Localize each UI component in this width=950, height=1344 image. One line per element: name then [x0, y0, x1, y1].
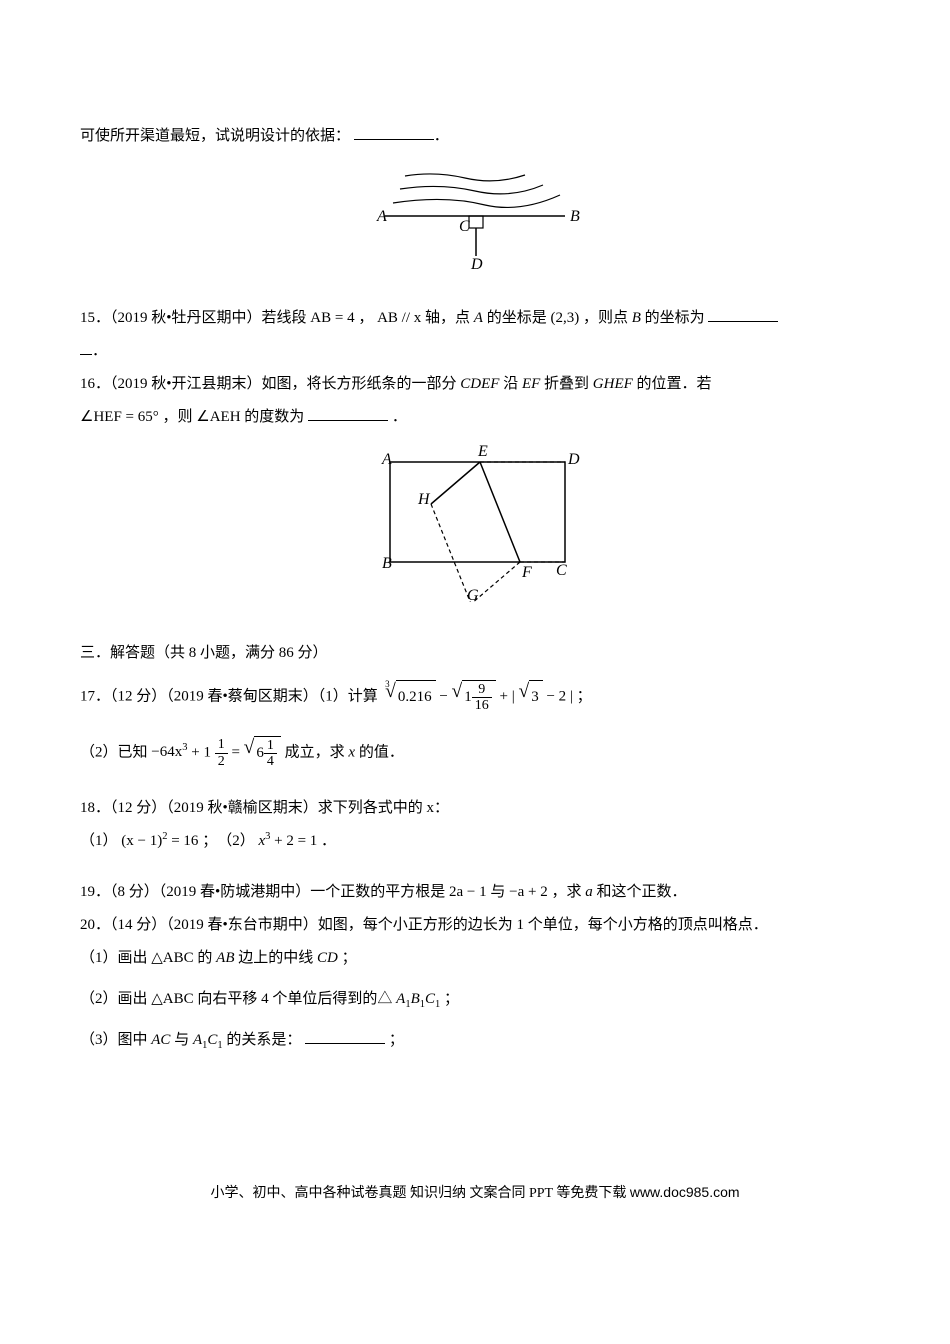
q19-e2: −a + 2: [509, 884, 548, 900]
q16-angle: ∠HEF = 65°: [80, 409, 159, 425]
q17-prefix: 17．（12 分）（2019 春•蔡甸区期末）（1）计算: [80, 688, 382, 704]
q20-p1: （1）画出 △ABC 的 AB 边上的中线 CD ；: [80, 942, 870, 975]
q16-l2b: ，则: [163, 409, 197, 425]
q18-line1: 18．（12 分）（2019 秋•赣榆区期末）求下列各式中的 x：: [80, 792, 870, 825]
page-footer: 小学、初中、高中各种试卷真题 知识归纳 文案合同 PPT 等免费下载 www.d…: [80, 1177, 870, 1210]
q17-sqrt3: √3: [518, 680, 542, 714]
q20-ac: AC: [151, 1032, 170, 1048]
q15-coord: (2,3): [550, 310, 579, 326]
q19-a: 19．（8 分）（2019 春•防城港期中）一个正数的平方根是: [80, 884, 449, 900]
q18-prefix: 18．（12 分）（2019 秋•赣榆区期末）求下列各式中的: [80, 800, 427, 816]
q20-a1b1c1: A1B1C1: [396, 991, 444, 1007]
svg-text:A: A: [376, 208, 387, 225]
svg-text:F: F: [521, 564, 532, 581]
q18-p1b: ； （2）: [202, 833, 255, 849]
q17-x: x: [348, 744, 355, 760]
q16-l1c: 折叠到: [544, 376, 593, 392]
q20-blank: [305, 1028, 385, 1044]
q17-neg64x3: −64x3: [151, 744, 187, 760]
q16-line1: 16．（2019 秋•开江县期末）如图，将长方形纸条的一部分 CDEF 沿 EF…: [80, 368, 870, 401]
svg-text:C: C: [556, 562, 567, 579]
figure-14: A B C D: [80, 161, 870, 284]
q18-p1a: （1）: [80, 833, 118, 849]
q17-cbrt: 3√0.216: [382, 680, 436, 714]
svg-text:B: B: [570, 208, 580, 225]
q17-part1: 17．（12 分）（2019 春•蔡甸区期末）（1）计算 3√0.216 − √…: [80, 680, 870, 714]
q20-cd: CD: [317, 950, 338, 966]
q14-blank: [354, 124, 434, 140]
q17-p2b: 成立，求: [285, 744, 349, 760]
svg-text:D: D: [567, 451, 580, 468]
q17-part2: （2）已知 −64x3 + 1 12 = √ 6 14 成立，求 x 的值．: [80, 736, 870, 770]
q20-p3: （3）图中 AC 与 A1C1 的关系是： ；: [80, 1024, 870, 1057]
q16-l1a: 16．（2019 秋•开江县期末）如图，将长方形纸条的一部分: [80, 376, 460, 392]
q16-CDEF: CDEF: [460, 376, 499, 392]
q16-blank: [308, 405, 388, 421]
svg-text:B: B: [382, 555, 392, 572]
q19-c: 和这个正数．: [597, 884, 687, 900]
q14-tail: 可使所开渠道最短，试说明设计的依据： ．: [80, 120, 870, 153]
q17-abs-l: |: [512, 688, 519, 704]
q20-line1: 20．（14 分）（2019 春•东台市期中）如图，每个小正方形的边长为 1 个…: [80, 909, 870, 942]
svg-text:H: H: [417, 491, 431, 508]
q19-b: ，求: [551, 884, 585, 900]
q14-tail-text: 可使所开渠道最短，试说明设计的依据：: [80, 128, 350, 144]
svg-text:G: G: [467, 587, 479, 602]
q15-blank2: [80, 339, 92, 355]
section-3-title: 三．解答题（共 8 小题，满分 86 分）: [80, 637, 870, 670]
q17-p2c: 的值．: [359, 744, 404, 760]
q15-mid3: 的坐标是: [487, 310, 551, 326]
q16-line2: ∠HEF = 65° ，则 ∠AEH 的度数为 ．: [80, 401, 870, 434]
q20-abc2: △ABC: [151, 991, 193, 1007]
q16-l1d: 的位置．若: [637, 376, 712, 392]
q18-eq2: x3 + 2 = 1: [258, 833, 321, 849]
q16-AEH: ∠AEH: [196, 409, 240, 425]
q15-mid1: ，: [358, 310, 373, 326]
q16-tail: ．: [392, 409, 407, 425]
q15-ab-par: AB // x: [377, 310, 421, 326]
q16-l1b: 沿: [503, 376, 522, 392]
figure-14-svg: A B C D: [365, 161, 585, 271]
q15-A: A: [474, 310, 483, 326]
svg-text:D: D: [470, 256, 483, 271]
svg-text:E: E: [477, 443, 488, 460]
footer-cn: 小学、初中、高中各种试卷真题 知识归纳 文案合同 PPT 等免费下载: [210, 1186, 629, 1201]
footer-url: www.doc985.com: [630, 1184, 740, 1200]
q18-line2: （1） (x − 1)2 = 16 ； （2） x3 + 2 = 1 ．: [80, 825, 870, 858]
q20-abc: △ABC: [151, 950, 193, 966]
svg-text:A: A: [381, 451, 392, 468]
figure-16-svg: A B C D E F G H: [360, 442, 590, 602]
q20-p2: （2）画出 △ABC 向右平移 4 个单位后得到的△ A1B1C1 ；: [80, 983, 870, 1016]
q17-rhs-sqrt: √ 6 14: [244, 736, 281, 770]
q15-mid4: ，则点: [583, 310, 632, 326]
q17-sqrt: √ 1 916: [452, 680, 496, 714]
q17-abs-r: − 2 |: [546, 688, 572, 704]
q15-ab-eq: AB = 4: [310, 310, 354, 326]
q19-mid: 与: [490, 884, 509, 900]
q15: 15．（2019 秋•牡丹区期中）若线段 AB = 4 ， AB // x 轴，…: [80, 302, 870, 335]
q17-tail: ；: [577, 688, 592, 704]
q15-prefix: 15．（2019 秋•牡丹区期中）若线段: [80, 310, 310, 326]
q18-eq1: (x − 1)2 = 16: [121, 833, 202, 849]
q15-blank: [708, 306, 778, 322]
q18-p2b: ．: [321, 833, 336, 849]
q15-mid2: 轴，点: [425, 310, 474, 326]
q18-xcolon: x：: [427, 800, 450, 816]
q20-a1c1: A1C1: [193, 1032, 226, 1048]
q15-tail: ．: [80, 335, 870, 368]
q17-p2a: （2）已知: [80, 744, 151, 760]
svg-text:C: C: [459, 218, 470, 235]
q16-l2c: 的度数为: [244, 409, 304, 425]
q17-half: 12: [215, 737, 228, 769]
q16-EF: EF: [522, 376, 540, 392]
q19-avar: a: [585, 884, 593, 900]
q20-ab: AB: [216, 950, 234, 966]
q15-mid5: 的坐标为: [645, 310, 705, 326]
q19: 19．（8 分）（2019 春•防城港期中）一个正数的平方根是 2a − 1 与…: [80, 876, 870, 909]
q19-e1: 2a − 1: [449, 884, 487, 900]
q16-GHEF: GHEF: [593, 376, 633, 392]
figure-16: A B C D E F G H: [80, 442, 870, 615]
q15-B: B: [632, 310, 641, 326]
